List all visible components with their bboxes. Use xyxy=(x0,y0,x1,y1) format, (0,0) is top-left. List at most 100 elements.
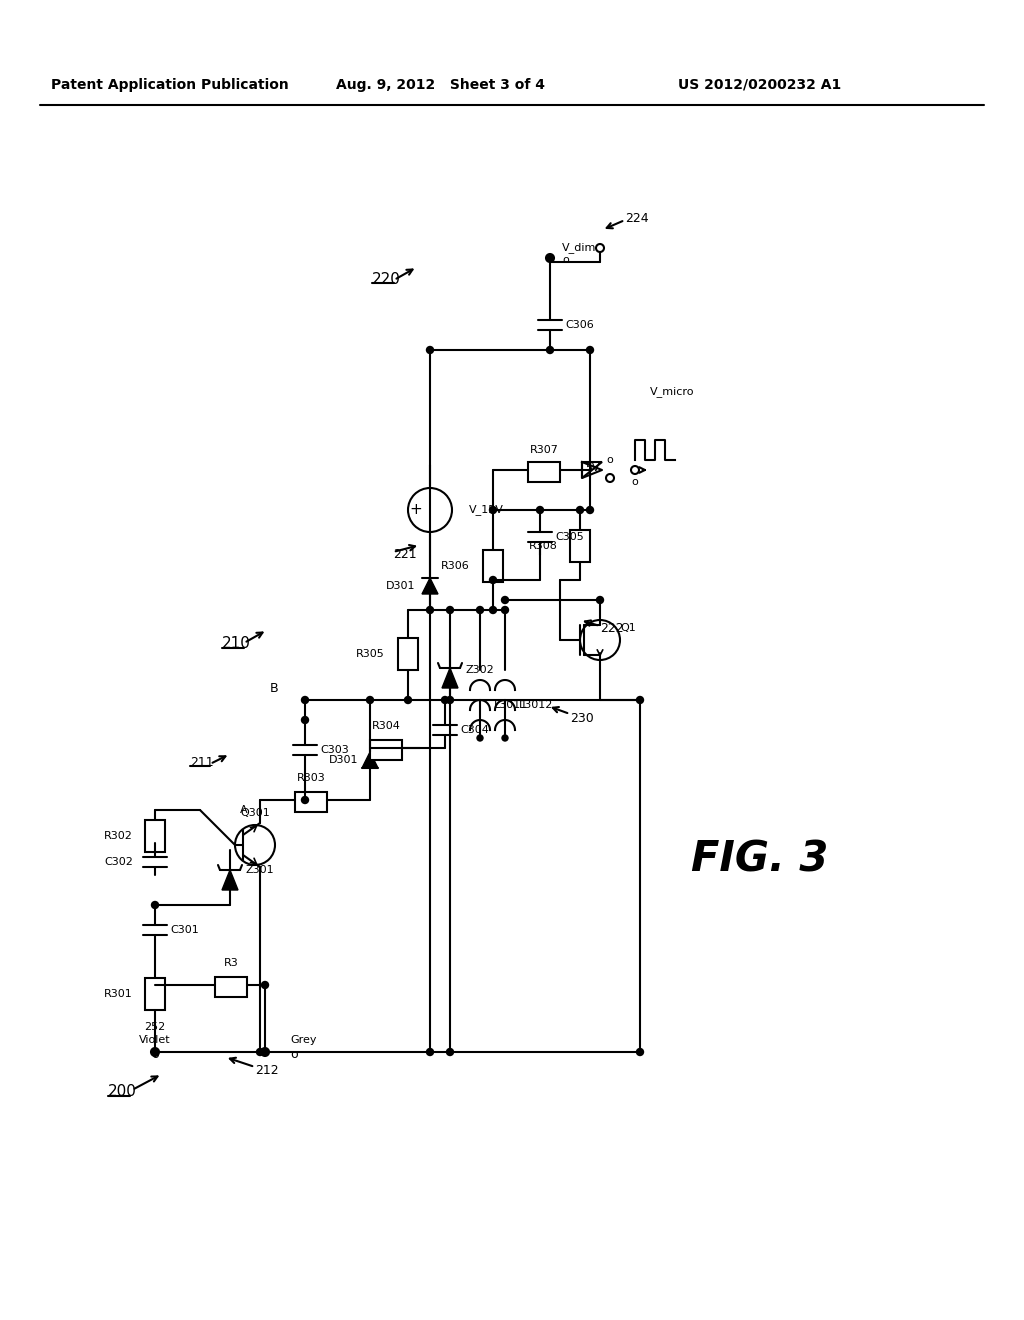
Text: R308: R308 xyxy=(529,541,558,550)
Circle shape xyxy=(547,346,554,354)
Text: o: o xyxy=(562,255,568,265)
Text: C303: C303 xyxy=(319,744,349,755)
Circle shape xyxy=(152,902,159,908)
Circle shape xyxy=(261,982,268,989)
Polygon shape xyxy=(362,752,378,768)
Text: C301: C301 xyxy=(170,925,199,935)
Circle shape xyxy=(587,346,594,354)
Text: +: + xyxy=(410,503,422,517)
Bar xyxy=(145,978,165,1010)
Text: 252: 252 xyxy=(144,1022,166,1032)
Text: R306: R306 xyxy=(441,561,470,572)
Text: 212: 212 xyxy=(255,1064,279,1077)
Circle shape xyxy=(151,1048,159,1056)
Text: R305: R305 xyxy=(356,649,385,659)
Text: C305: C305 xyxy=(555,532,584,543)
Circle shape xyxy=(256,1048,263,1056)
Text: 224: 224 xyxy=(625,211,648,224)
Text: L3012: L3012 xyxy=(519,700,553,710)
Text: Violet: Violet xyxy=(139,1035,171,1045)
Circle shape xyxy=(537,507,544,513)
Text: R307: R307 xyxy=(529,445,558,455)
Text: 211: 211 xyxy=(190,755,214,768)
Text: R303: R303 xyxy=(297,774,326,783)
Text: 221: 221 xyxy=(393,549,417,561)
Circle shape xyxy=(446,606,454,614)
Text: 5V: 5V xyxy=(586,463,600,473)
Circle shape xyxy=(502,597,509,603)
Text: 222: 222 xyxy=(600,622,624,635)
Circle shape xyxy=(637,697,643,704)
Text: 230: 230 xyxy=(570,711,594,725)
Text: R304: R304 xyxy=(372,721,400,731)
Circle shape xyxy=(261,1048,269,1056)
Bar xyxy=(398,638,418,671)
Text: 210: 210 xyxy=(222,636,251,652)
Circle shape xyxy=(404,697,412,704)
Polygon shape xyxy=(222,870,238,890)
Text: V_micro: V_micro xyxy=(650,387,694,397)
Circle shape xyxy=(489,577,497,583)
Circle shape xyxy=(301,697,308,704)
Text: o: o xyxy=(152,1048,159,1061)
Text: o: o xyxy=(632,477,638,487)
Circle shape xyxy=(261,1048,268,1056)
Bar xyxy=(370,741,402,760)
Circle shape xyxy=(577,507,584,513)
Text: V_dim: V_dim xyxy=(562,243,596,253)
Bar xyxy=(145,820,165,851)
Text: FIG. 3: FIG. 3 xyxy=(691,840,828,880)
Circle shape xyxy=(546,253,554,261)
Text: Z301: Z301 xyxy=(245,865,273,875)
Circle shape xyxy=(446,1048,454,1056)
Text: R302: R302 xyxy=(104,832,133,841)
Circle shape xyxy=(427,606,433,614)
Circle shape xyxy=(502,735,508,741)
Text: A: A xyxy=(241,805,248,814)
Text: 200: 200 xyxy=(108,1085,137,1100)
Bar xyxy=(570,531,590,562)
Text: L3011: L3011 xyxy=(494,700,528,710)
Circle shape xyxy=(587,507,594,513)
Text: Aug. 9, 2012   Sheet 3 of 4: Aug. 9, 2012 Sheet 3 of 4 xyxy=(336,78,545,92)
Bar xyxy=(215,977,247,997)
Circle shape xyxy=(476,606,483,614)
Text: C304: C304 xyxy=(460,725,488,735)
Circle shape xyxy=(301,717,308,723)
Polygon shape xyxy=(442,668,458,688)
Text: Patent Application Publication: Patent Application Publication xyxy=(51,78,289,92)
Text: V_15V: V_15V xyxy=(469,504,504,515)
Bar xyxy=(483,550,503,582)
Text: Grey: Grey xyxy=(290,1035,316,1045)
Bar xyxy=(295,792,327,812)
Polygon shape xyxy=(422,578,438,594)
Text: D301: D301 xyxy=(385,581,415,591)
Polygon shape xyxy=(582,462,602,478)
Text: o: o xyxy=(290,1048,298,1061)
Circle shape xyxy=(427,1048,433,1056)
Circle shape xyxy=(367,697,374,704)
Text: US 2012/0200232 A1: US 2012/0200232 A1 xyxy=(678,78,842,92)
Text: Q1: Q1 xyxy=(620,623,636,634)
Text: Q301: Q301 xyxy=(240,808,270,818)
Circle shape xyxy=(489,606,497,614)
Circle shape xyxy=(446,697,454,704)
Text: B: B xyxy=(269,681,278,694)
Text: D301: D301 xyxy=(329,755,358,766)
Circle shape xyxy=(477,735,483,741)
Text: C306: C306 xyxy=(565,319,594,330)
Text: Z302: Z302 xyxy=(465,665,494,675)
Circle shape xyxy=(301,796,308,804)
Text: R3: R3 xyxy=(223,958,239,968)
Circle shape xyxy=(637,1048,643,1056)
Circle shape xyxy=(489,507,497,513)
Circle shape xyxy=(441,697,449,704)
Circle shape xyxy=(427,346,433,354)
Bar xyxy=(528,462,560,482)
Text: 220: 220 xyxy=(372,272,400,286)
Circle shape xyxy=(502,606,509,614)
Circle shape xyxy=(597,597,603,603)
Text: C302: C302 xyxy=(104,857,133,867)
Text: R301: R301 xyxy=(104,989,133,999)
Text: o: o xyxy=(606,455,613,465)
